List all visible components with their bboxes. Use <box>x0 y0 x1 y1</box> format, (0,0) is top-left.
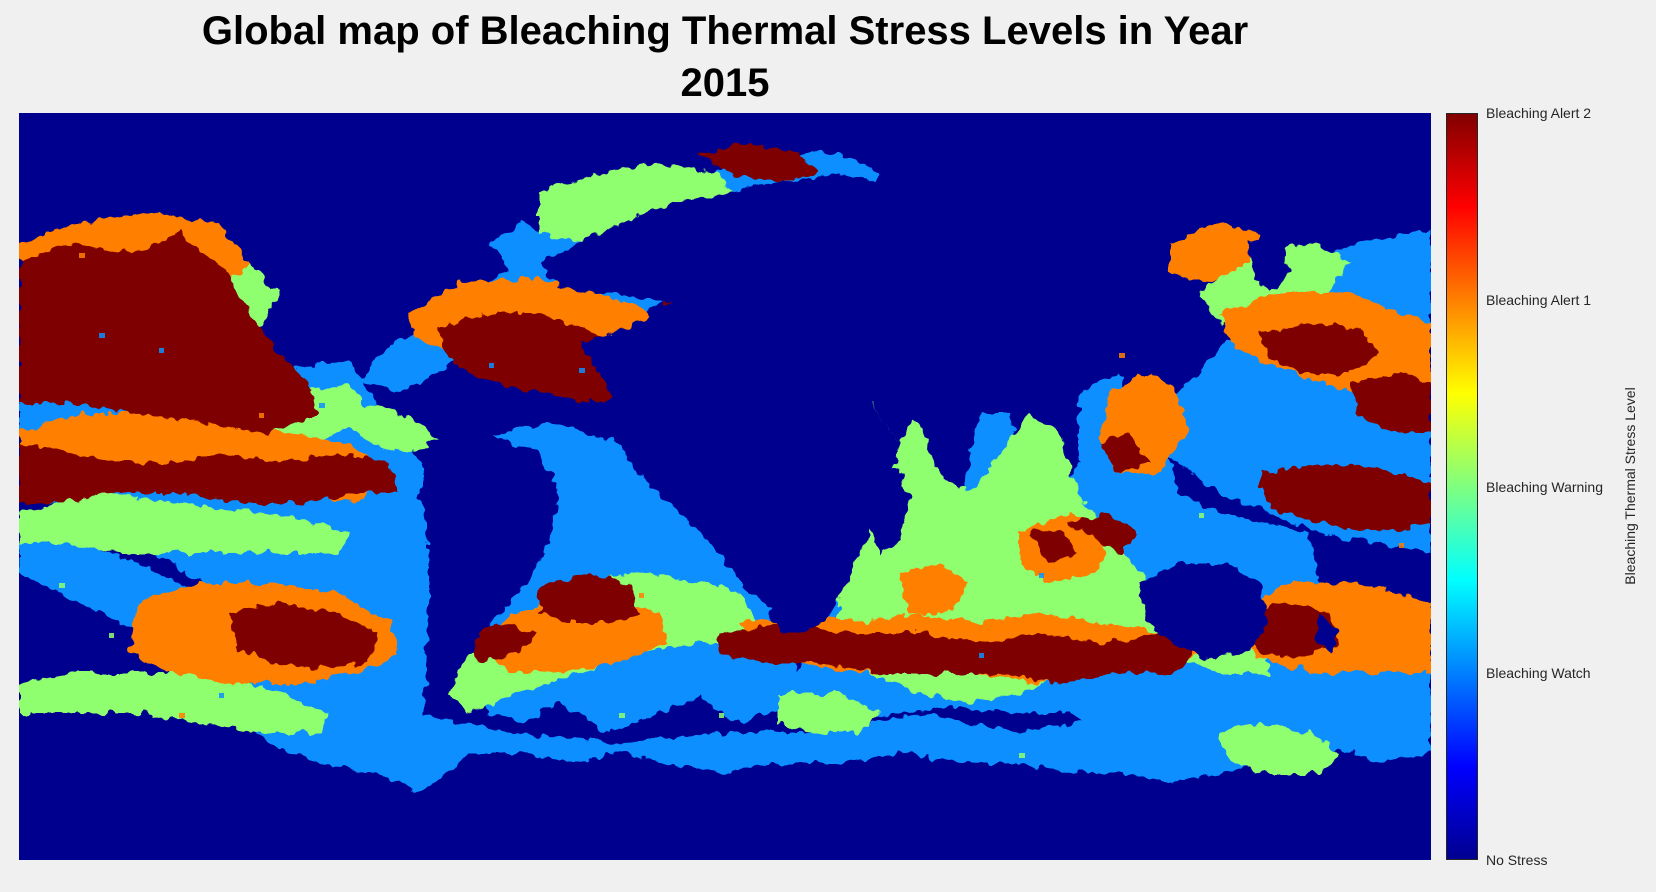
stress-map-image <box>19 113 1431 860</box>
texture-speckles <box>59 253 1404 758</box>
colorbar-tick-label: Bleaching Watch <box>1486 665 1591 682</box>
map-title: Global map of Bleaching Thermal Stress L… <box>201 9 1249 53</box>
colorbar-tick-label: Bleaching Warning <box>1486 478 1603 495</box>
colorbar-tick-label: No Stress <box>1486 852 1548 868</box>
colorbar-tick-label: Bleaching Alert 1 <box>1486 291 1592 308</box>
colorbar-label: Bleaching Thermal Stress Level <box>1622 387 1638 585</box>
colorbar <box>1446 113 1478 860</box>
land-masses <box>19 113 1431 860</box>
map-title-year: 2015 <box>680 61 770 105</box>
colorbar-tick-label: Bleaching Alert 2 <box>1486 105 1592 121</box>
stress-map <box>19 113 1431 860</box>
colorbar-gradient <box>1446 113 1478 860</box>
